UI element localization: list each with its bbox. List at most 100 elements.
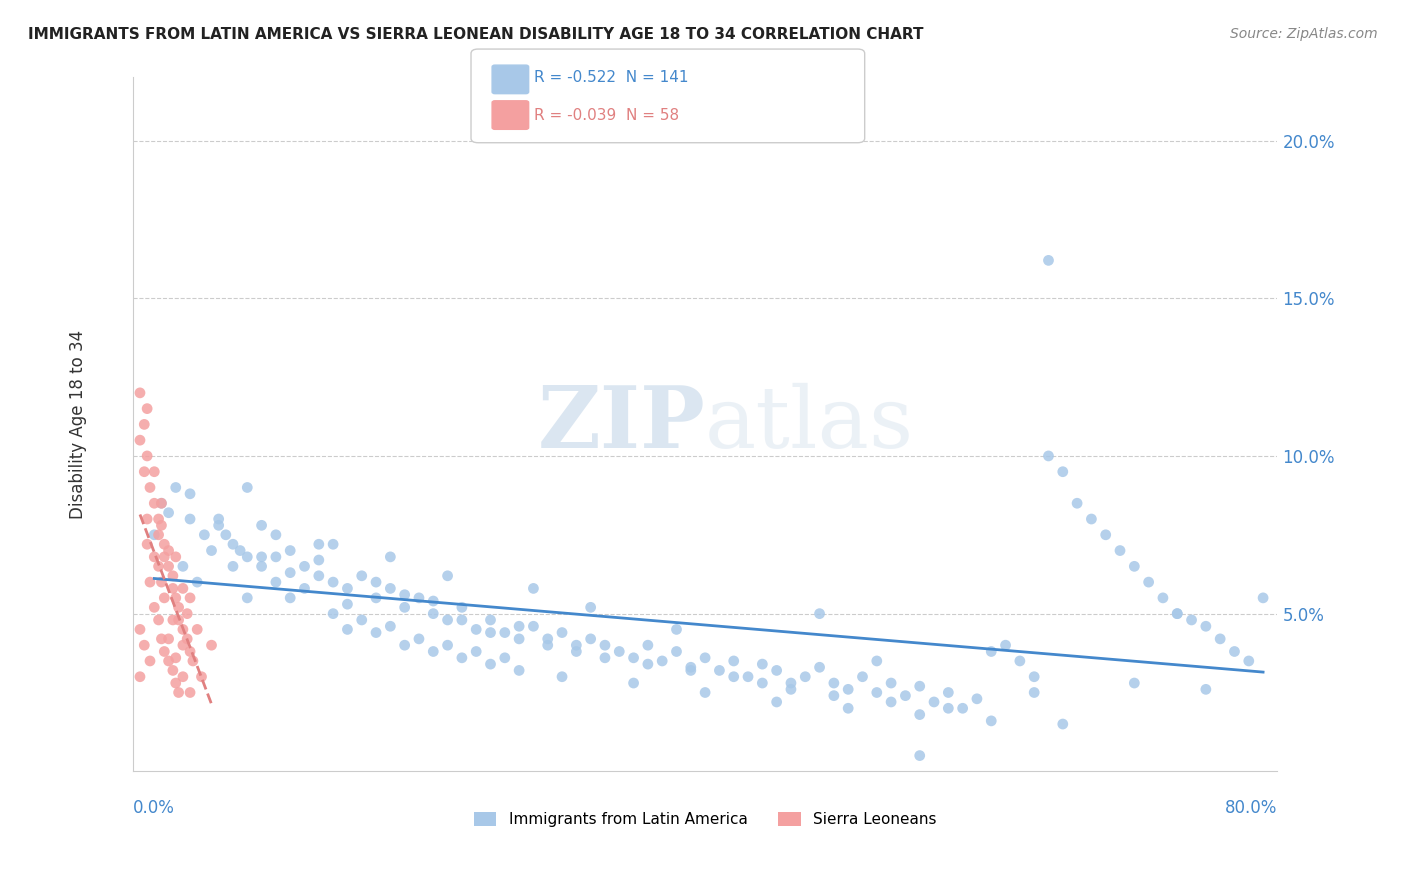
Point [148, 559, 170, 574]
Point [908, 679, 931, 693]
Legend: Immigrants from Latin America, Sierra Leoneans: Immigrants from Latin America, Sierra Le… [467, 805, 943, 833]
Point [808, 607, 831, 621]
Point [380, 549, 402, 564]
Point [508, 619, 530, 633]
Point [229, 543, 252, 558]
Point [162, 569, 184, 583]
Point [408, 632, 430, 646]
Point [952, 701, 974, 715]
Point [136, 401, 159, 416]
Text: atlas: atlas [706, 383, 914, 466]
Point [167, 685, 190, 699]
Point [148, 613, 170, 627]
Point [994, 638, 1017, 652]
Point [1052, 717, 1074, 731]
Point [157, 654, 180, 668]
Point [408, 591, 430, 605]
Point [250, 518, 273, 533]
Point [129, 433, 152, 447]
Point [215, 528, 238, 542]
Point [966, 691, 988, 706]
Point [765, 695, 787, 709]
Point [565, 638, 588, 652]
Point [1251, 591, 1274, 605]
Point [508, 632, 530, 646]
Point [623, 676, 645, 690]
Point [143, 528, 166, 542]
Point [222, 537, 245, 551]
Point [165, 549, 187, 564]
Point [794, 670, 817, 684]
Point [190, 670, 212, 684]
Point [936, 685, 959, 699]
Point [1223, 644, 1246, 658]
Point [186, 623, 208, 637]
Point [186, 575, 208, 590]
Point [665, 623, 688, 637]
Point [1052, 465, 1074, 479]
Point [136, 449, 159, 463]
Point [1038, 449, 1060, 463]
Point [1152, 591, 1174, 605]
Point [336, 623, 359, 637]
Point [422, 644, 444, 658]
Point [139, 654, 162, 668]
Point [193, 528, 215, 542]
Point [880, 676, 903, 690]
Point [980, 714, 1002, 728]
Point [922, 695, 945, 709]
Point [236, 481, 259, 495]
Point [157, 632, 180, 646]
Point [451, 650, 474, 665]
Point [623, 650, 645, 665]
Point [322, 607, 344, 621]
Point [139, 481, 162, 495]
Point [176, 607, 198, 621]
Point [422, 607, 444, 621]
Point [1109, 543, 1132, 558]
Point [851, 670, 873, 684]
Point [394, 600, 416, 615]
Point [637, 638, 659, 652]
Point [136, 537, 159, 551]
Point [522, 582, 544, 596]
Point [837, 701, 859, 715]
Point [150, 575, 173, 590]
Point [1166, 607, 1188, 621]
Point [172, 670, 194, 684]
Point [278, 591, 301, 605]
Point [508, 664, 530, 678]
Point [1123, 559, 1146, 574]
Point [294, 582, 316, 596]
Point [157, 559, 180, 574]
Point [422, 594, 444, 608]
Point [866, 654, 889, 668]
Point [579, 632, 602, 646]
Point [894, 689, 917, 703]
Point [322, 575, 344, 590]
Point [143, 549, 166, 564]
Point [308, 569, 330, 583]
Point [607, 644, 630, 658]
Point [129, 623, 152, 637]
Point [465, 644, 488, 658]
Point [264, 528, 287, 542]
Point [709, 664, 731, 678]
Point [537, 632, 560, 646]
Y-axis label: Disability Age 18 to 34: Disability Age 18 to 34 [69, 330, 87, 519]
Point [143, 465, 166, 479]
Point [695, 685, 717, 699]
Point [179, 644, 201, 658]
Point [679, 660, 702, 674]
Point [172, 623, 194, 637]
Point [651, 654, 673, 668]
Point [172, 638, 194, 652]
Point [494, 625, 516, 640]
Point [350, 569, 373, 583]
Point [264, 575, 287, 590]
Point [308, 537, 330, 551]
Point [551, 625, 574, 640]
Point [1066, 496, 1088, 510]
Point [278, 543, 301, 558]
Point [479, 657, 502, 672]
